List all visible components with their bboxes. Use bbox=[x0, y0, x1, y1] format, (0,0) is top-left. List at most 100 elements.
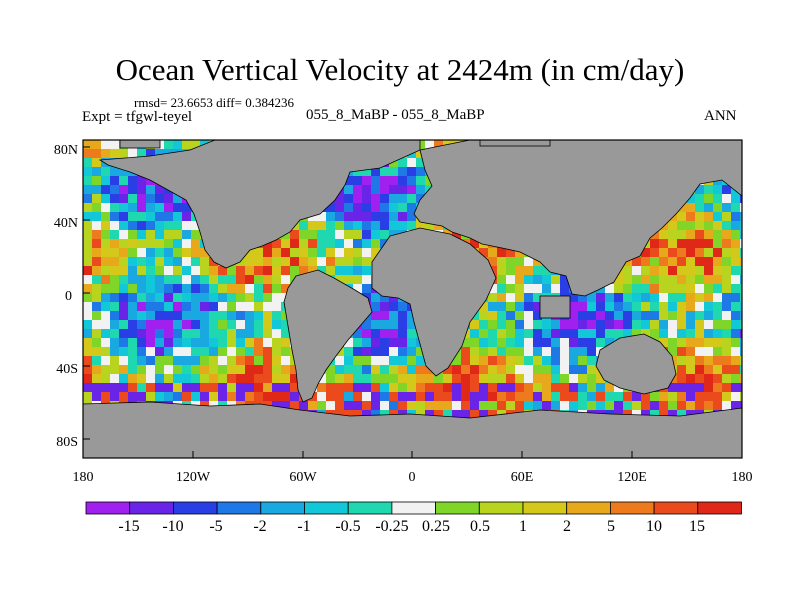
ocean-cell bbox=[605, 383, 614, 392]
ocean-cell bbox=[101, 140, 110, 149]
ocean-cell bbox=[659, 293, 668, 302]
ocean-cell bbox=[650, 239, 659, 248]
ocean-cell bbox=[344, 248, 353, 257]
ocean-cell bbox=[83, 383, 92, 392]
ocean-cell bbox=[443, 365, 452, 374]
ocean-cell bbox=[443, 374, 452, 383]
ocean-cell bbox=[416, 167, 425, 176]
ocean-cell bbox=[380, 383, 389, 392]
ocean-cell bbox=[245, 338, 254, 347]
ocean-cell bbox=[650, 284, 659, 293]
ocean-cell bbox=[560, 365, 569, 374]
ocean-cell bbox=[704, 374, 713, 383]
ocean-cell bbox=[560, 374, 569, 383]
ocean-cell bbox=[380, 185, 389, 194]
ocean-cell bbox=[470, 383, 479, 392]
ocean-cell bbox=[470, 239, 479, 248]
colorbar-swatch bbox=[129, 501, 174, 515]
ocean-cell bbox=[110, 329, 119, 338]
ocean-cell bbox=[128, 374, 137, 383]
ocean-cell bbox=[389, 194, 398, 203]
ocean-cell bbox=[389, 329, 398, 338]
ocean-cell bbox=[407, 320, 416, 329]
ocean-cell bbox=[686, 266, 695, 275]
ocean-cell bbox=[281, 374, 290, 383]
ocean-cell bbox=[659, 239, 668, 248]
ocean-cell bbox=[542, 356, 551, 365]
ocean-cell bbox=[416, 356, 425, 365]
ocean-cell bbox=[227, 347, 236, 356]
ocean-cell bbox=[83, 347, 92, 356]
ocean-cell bbox=[659, 338, 668, 347]
ocean-cell bbox=[533, 365, 542, 374]
ocean-cell bbox=[110, 275, 119, 284]
ocean-cell bbox=[686, 356, 695, 365]
ocean-cell bbox=[389, 176, 398, 185]
ocean-cell bbox=[497, 320, 506, 329]
ocean-cell bbox=[704, 356, 713, 365]
ocean-cell bbox=[497, 329, 506, 338]
ocean-cell bbox=[191, 383, 200, 392]
ocean-cell bbox=[263, 383, 272, 392]
ocean-cell bbox=[452, 374, 461, 383]
ocean-cell bbox=[497, 275, 506, 284]
ocean-cell bbox=[722, 275, 731, 284]
ocean-cell bbox=[668, 275, 677, 284]
colorbar-label: 1 bbox=[519, 518, 527, 535]
ocean-cell bbox=[677, 248, 686, 257]
ocean-cell bbox=[101, 383, 110, 392]
ocean-cell bbox=[398, 329, 407, 338]
ocean-cell bbox=[290, 266, 299, 275]
ocean-cell bbox=[398, 401, 407, 410]
ocean-cell bbox=[533, 320, 542, 329]
ocean-cell bbox=[425, 410, 434, 419]
ocean-cell bbox=[254, 275, 263, 284]
ocean-cell bbox=[650, 392, 659, 401]
ocean-cell bbox=[668, 302, 677, 311]
ocean-cell bbox=[713, 383, 722, 392]
ocean-cell bbox=[362, 338, 371, 347]
ocean-cell bbox=[407, 392, 416, 401]
ocean-cell bbox=[461, 365, 470, 374]
ocean-cell bbox=[434, 383, 443, 392]
ocean-cell bbox=[497, 356, 506, 365]
ocean-cell bbox=[596, 311, 605, 320]
ocean-cell bbox=[272, 293, 281, 302]
ocean-cell bbox=[731, 284, 740, 293]
ocean-cell bbox=[686, 347, 695, 356]
ocean-cell bbox=[551, 275, 560, 284]
ocean-cell bbox=[551, 401, 560, 410]
ocean-cell bbox=[200, 356, 209, 365]
ocean-cell bbox=[155, 230, 164, 239]
ocean-cell bbox=[209, 266, 218, 275]
ocean-cell bbox=[731, 230, 740, 239]
ocean-cell bbox=[92, 284, 101, 293]
ocean-cell bbox=[362, 401, 371, 410]
ocean-cell bbox=[623, 275, 632, 284]
ocean-cell bbox=[731, 392, 740, 401]
ocean-cell bbox=[677, 257, 686, 266]
ocean-cell bbox=[281, 365, 290, 374]
ocean-cell bbox=[209, 347, 218, 356]
ocean-cell bbox=[407, 365, 416, 374]
ocean-cell bbox=[731, 194, 740, 203]
ocean-cell bbox=[263, 374, 272, 383]
ocean-cell bbox=[263, 302, 272, 311]
ocean-cell bbox=[398, 212, 407, 221]
ocean-cell bbox=[155, 266, 164, 275]
ocean-cell bbox=[344, 374, 353, 383]
ocean-cell bbox=[128, 194, 137, 203]
ocean-cell bbox=[614, 293, 623, 302]
ocean-cell bbox=[344, 383, 353, 392]
ocean-cell bbox=[101, 365, 110, 374]
ocean-cell bbox=[173, 275, 182, 284]
ocean-cell bbox=[83, 239, 92, 248]
ocean-cell bbox=[668, 284, 677, 293]
ocean-cell bbox=[668, 383, 677, 392]
ocean-cell bbox=[137, 338, 146, 347]
ocean-cell bbox=[83, 338, 92, 347]
ocean-cell bbox=[92, 329, 101, 338]
ocean-cell bbox=[488, 392, 497, 401]
colorbar-label: -0.5 bbox=[335, 518, 360, 535]
ocean-cell bbox=[236, 356, 245, 365]
